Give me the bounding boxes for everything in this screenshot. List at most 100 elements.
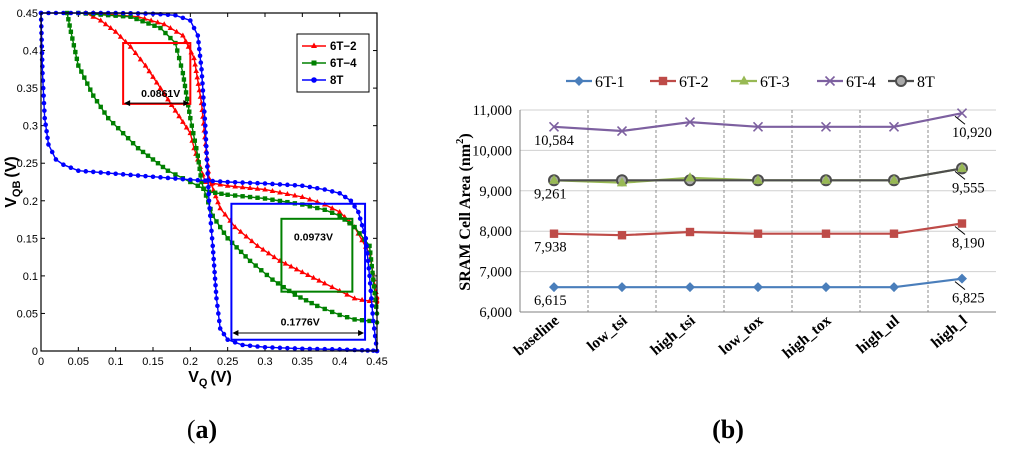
data-point-6T−4 <box>330 309 335 315</box>
legend-label: 6T−2 <box>330 41 357 53</box>
data-point-6T−2 <box>292 192 298 198</box>
data-point-6T−2 <box>161 90 167 96</box>
legend-marker <box>311 77 317 83</box>
data-point-8T <box>209 228 214 234</box>
data-point-8T <box>277 182 283 187</box>
data-point-6T−2 <box>299 269 306 275</box>
data-point-8T <box>202 116 208 121</box>
data-point-6T-4-stroke <box>752 121 764 132</box>
data-point-6T−4 <box>352 224 357 230</box>
y-tick-label: 11,000 <box>473 103 512 119</box>
data-point-6T−4 <box>281 284 286 290</box>
data-point-6T−4 <box>66 17 71 22</box>
data-point-8T <box>371 326 377 331</box>
data-point-6T−2 <box>329 205 335 211</box>
data-point-8T <box>213 282 218 288</box>
data-point-8T <box>352 347 357 353</box>
data-point-8T <box>216 311 221 316</box>
data-point-6T−4 <box>120 130 126 136</box>
data-point-6T−4 <box>307 204 312 209</box>
data-point-6T-4 <box>684 117 696 128</box>
data-point-6T−4 <box>195 183 200 188</box>
data-point-6T−2 <box>112 28 119 34</box>
data-point-6T-1 <box>821 282 831 293</box>
y-axis-label: VQB (V) <box>3 156 23 208</box>
data-label: 7,938 <box>534 240 567 256</box>
data-point-8T <box>225 337 230 343</box>
y-axis-label-main: V <box>3 197 20 208</box>
data-point-8T <box>369 303 375 309</box>
data-point-6T−4 <box>128 14 133 19</box>
data-point-8T <box>40 85 46 91</box>
data-point-8T <box>300 346 305 352</box>
data-point-6T-2 <box>889 229 899 238</box>
data-point-6T−2 <box>165 96 171 102</box>
data-point-6T−4 <box>367 243 372 249</box>
data-point-6T−4 <box>188 115 193 121</box>
data-point-6T−4 <box>187 109 192 114</box>
y-axis-label-text: SRAM Cell Area (nm <box>457 143 474 290</box>
data-point-6T−4 <box>373 297 378 303</box>
data-point-6T−4 <box>298 295 303 300</box>
data-point-6T-1 <box>685 282 695 293</box>
legend-marker <box>574 76 584 86</box>
data-point-6T−4 <box>98 104 103 110</box>
plot-frame <box>40 12 378 352</box>
data-point-6T−4 <box>370 270 375 276</box>
x-category-label: high_tsi <box>647 312 699 359</box>
data-point-8T <box>262 344 268 350</box>
data-point-8T <box>158 175 163 180</box>
data-point-8T <box>255 344 260 349</box>
data-point-6T−4 <box>374 304 379 309</box>
data-point-8T <box>43 122 48 128</box>
data-point-6T-3-top <box>617 177 627 187</box>
data-point-6T−2 <box>193 67 199 73</box>
data-point-6T−4 <box>163 30 168 36</box>
x-axis-label-unit: (V) <box>210 369 231 386</box>
data-point-8T <box>113 171 118 177</box>
y-tick-label: 0.45 <box>17 8 38 20</box>
data-point-6T-2 <box>753 229 763 238</box>
data-point-6T−4 <box>134 16 139 22</box>
data-point-6T−4 <box>238 249 244 255</box>
data-point-6T−4 <box>120 14 126 19</box>
data-point-6T−2 <box>192 61 198 67</box>
data-point-6T-4-stroke <box>888 121 900 132</box>
data-point-6T−4 <box>337 312 342 318</box>
data-point-6T−4 <box>198 173 203 178</box>
data-point-8T <box>143 11 148 16</box>
data-point-6T−4 <box>168 35 173 41</box>
data-point-8T <box>46 142 51 147</box>
data-point-6T−4 <box>125 135 131 141</box>
data-point-6T−4 <box>180 70 186 76</box>
x-category-label: high_l <box>928 312 971 352</box>
data-point-8T <box>214 296 219 301</box>
data-point-6T-3-top <box>889 174 899 184</box>
data-point-6T−2 <box>215 199 221 205</box>
data-point-8T <box>196 39 201 45</box>
data-point-6T−4 <box>74 56 80 62</box>
x-category-label: baseline <box>511 312 563 359</box>
data-point-6T−4 <box>102 110 107 115</box>
data-point-6T−2 <box>217 205 223 211</box>
data-point-8T <box>206 198 212 204</box>
data-point-6T−2 <box>239 184 246 190</box>
data-point-6T−2 <box>146 68 153 74</box>
legend-label: 6T-1 <box>595 74 625 91</box>
caption-a-text: a) <box>196 415 218 444</box>
data-point-6T−2 <box>153 79 160 85</box>
panel-b-cell-area-chart: 6,000 7,000 8,000 9,000 10,000 11,000 10,584 9,… <box>455 74 996 362</box>
data-point-6T−2 <box>344 291 350 297</box>
data-point-8T <box>369 296 374 301</box>
data-point-6T−4 <box>71 43 77 48</box>
data-point-8T <box>165 175 171 181</box>
data-point-6T−4 <box>275 281 281 286</box>
data-point-8T <box>307 346 313 352</box>
data-point-6T−2 <box>299 194 306 200</box>
data-point-6T−4 <box>73 49 78 55</box>
data-point-8T <box>188 18 193 23</box>
legend-marker <box>311 60 317 66</box>
data-point-6T-2 <box>821 229 831 238</box>
x-tick-label: 0.45 <box>366 356 387 368</box>
data-point-8T <box>199 74 205 79</box>
